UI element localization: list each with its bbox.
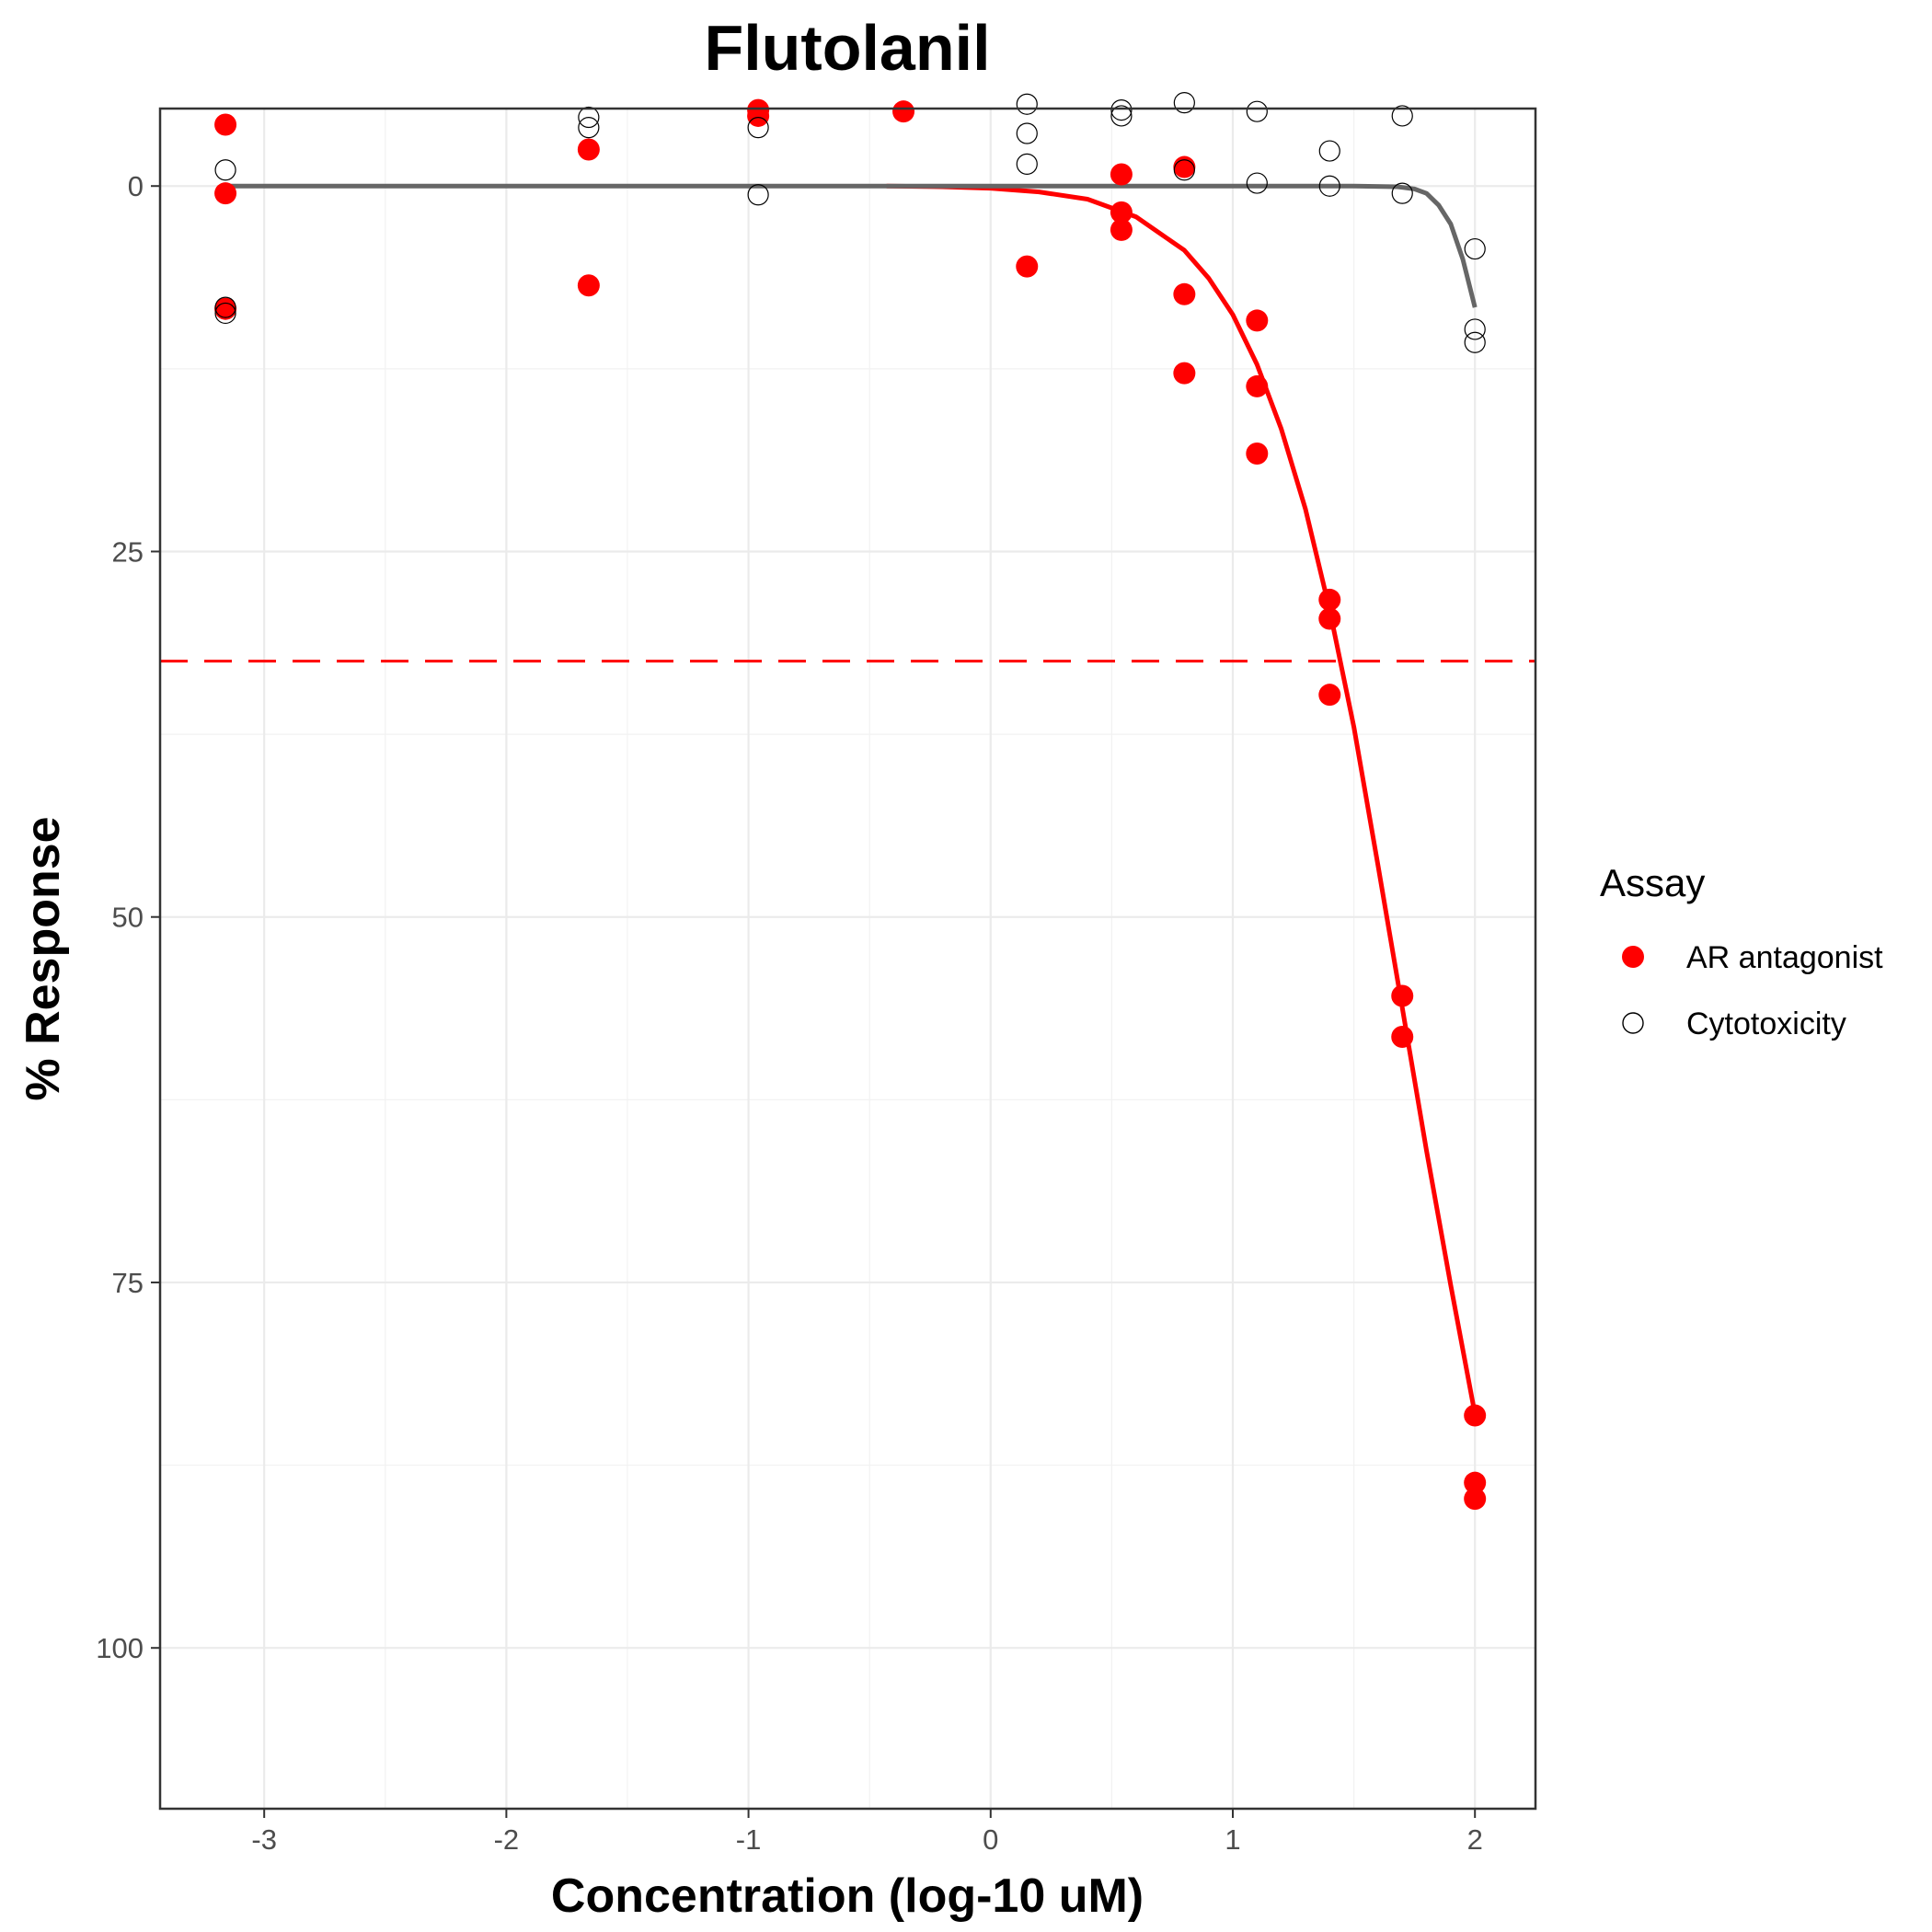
- fit-line-cytotoxicity: [225, 183, 1478, 308]
- point-ar-antagonist: [1173, 282, 1196, 305]
- point-ar-antagonist: [214, 297, 237, 320]
- point-ar-antagonist: [577, 274, 600, 297]
- point-cytotoxicity: [1464, 318, 1486, 340]
- data-points: [214, 92, 1487, 1511]
- point-cytotoxicity: [1173, 159, 1195, 181]
- point-cytotoxicity: [1016, 153, 1038, 175]
- point-ar-antagonist: [1318, 588, 1341, 611]
- x-tick-label: -1: [736, 1823, 762, 1856]
- point-cytotoxicity: [1246, 100, 1268, 122]
- point-ar-antagonist: [214, 113, 237, 136]
- legend: Assay AR antagonist Cytotoxicity: [1600, 861, 1883, 1041]
- point-ar-antagonist: [1110, 218, 1133, 241]
- point-cytotoxicity: [1110, 98, 1133, 121]
- legend-label-ar-antagonist: AR antagonist: [1686, 940, 1883, 975]
- point-ar-antagonist: [1110, 201, 1133, 224]
- point-cytotoxicity: [1318, 175, 1340, 197]
- point-cytotoxicity: [747, 184, 769, 206]
- point-ar-antagonist: [1464, 1471, 1487, 1494]
- point-cytotoxicity: [1016, 93, 1038, 115]
- point-ar-antagonist: [1464, 1488, 1487, 1511]
- point-ar-antagonist: [1016, 255, 1039, 278]
- x-tick-label: -3: [251, 1823, 277, 1856]
- x-tick-label: 1: [1225, 1823, 1240, 1856]
- point-ar-antagonist: [1246, 309, 1269, 332]
- point-ar-antagonist: [1110, 163, 1133, 186]
- y-tick-label: 100: [96, 1632, 144, 1664]
- y-tick-label: 75: [112, 1267, 144, 1299]
- legend-marker-cytotoxicity: [1622, 1012, 1644, 1034]
- point-cytotoxicity: [214, 159, 236, 181]
- point-cytotoxicity: [747, 117, 769, 139]
- grid-minor: [160, 109, 1535, 1809]
- fit-line-ar-antagonist: [886, 183, 1478, 1415]
- point-cytotoxicity: [214, 296, 236, 318]
- fit-lines: [225, 183, 1478, 1415]
- plot-border: [158, 107, 1537, 1811]
- point-cytotoxicity: [1173, 92, 1195, 114]
- y-tick-label: 25: [112, 535, 144, 568]
- plot-background: [160, 109, 1535, 1809]
- point-ar-antagonist: [1173, 362, 1196, 385]
- point-cytotoxicity: [1016, 122, 1038, 144]
- point-cytotoxicity: [1391, 105, 1413, 127]
- point-cytotoxicity: [1110, 105, 1133, 127]
- y-tick-label: 0: [128, 170, 144, 202]
- point-ar-antagonist: [747, 104, 770, 127]
- x-axis-ticks: -3 -2 -1 0 1 2: [251, 1809, 1483, 1856]
- y-axis-ticks: 0 25 50 75 100: [96, 170, 160, 1664]
- point-ar-antagonist: [1246, 443, 1269, 466]
- x-tick-label: 0: [983, 1823, 998, 1856]
- legend-label-cytotoxicity: Cytotoxicity: [1686, 1006, 1846, 1041]
- point-cytotoxicity: [1464, 331, 1486, 353]
- point-cytotoxicity: [578, 106, 600, 129]
- x-axis-title: Concentration (log-10 uM): [551, 1869, 1144, 1923]
- point-cytotoxicity: [1246, 172, 1268, 194]
- x-tick-label: -2: [494, 1823, 520, 1856]
- chart-title: Flutolanil: [704, 12, 990, 84]
- point-ar-antagonist: [1391, 984, 1414, 1007]
- point-ar-antagonist: [1318, 607, 1341, 630]
- legend-marker-ar-antagonist: [1622, 946, 1644, 968]
- point-cytotoxicity: [1464, 237, 1486, 260]
- y-tick-label: 50: [112, 902, 144, 934]
- point-ar-antagonist: [1391, 1026, 1414, 1049]
- point-cytotoxicity: [214, 302, 236, 325]
- point-ar-antagonist: [1246, 374, 1269, 397]
- x-tick-label: 2: [1467, 1823, 1483, 1856]
- y-axis-title: % Response: [17, 816, 70, 1100]
- point-ar-antagonist: [577, 138, 600, 161]
- point-ar-antagonist: [1464, 1404, 1487, 1427]
- grid-major: [160, 109, 1535, 1809]
- point-cytotoxicity: [1391, 182, 1413, 204]
- point-ar-antagonist: [892, 100, 915, 123]
- point-cytotoxicity: [578, 117, 600, 139]
- point-ar-antagonist: [214, 182, 237, 205]
- legend-title: Assay: [1600, 861, 1705, 904]
- point-cytotoxicity: [1318, 140, 1340, 162]
- point-ar-antagonist: [1318, 684, 1341, 707]
